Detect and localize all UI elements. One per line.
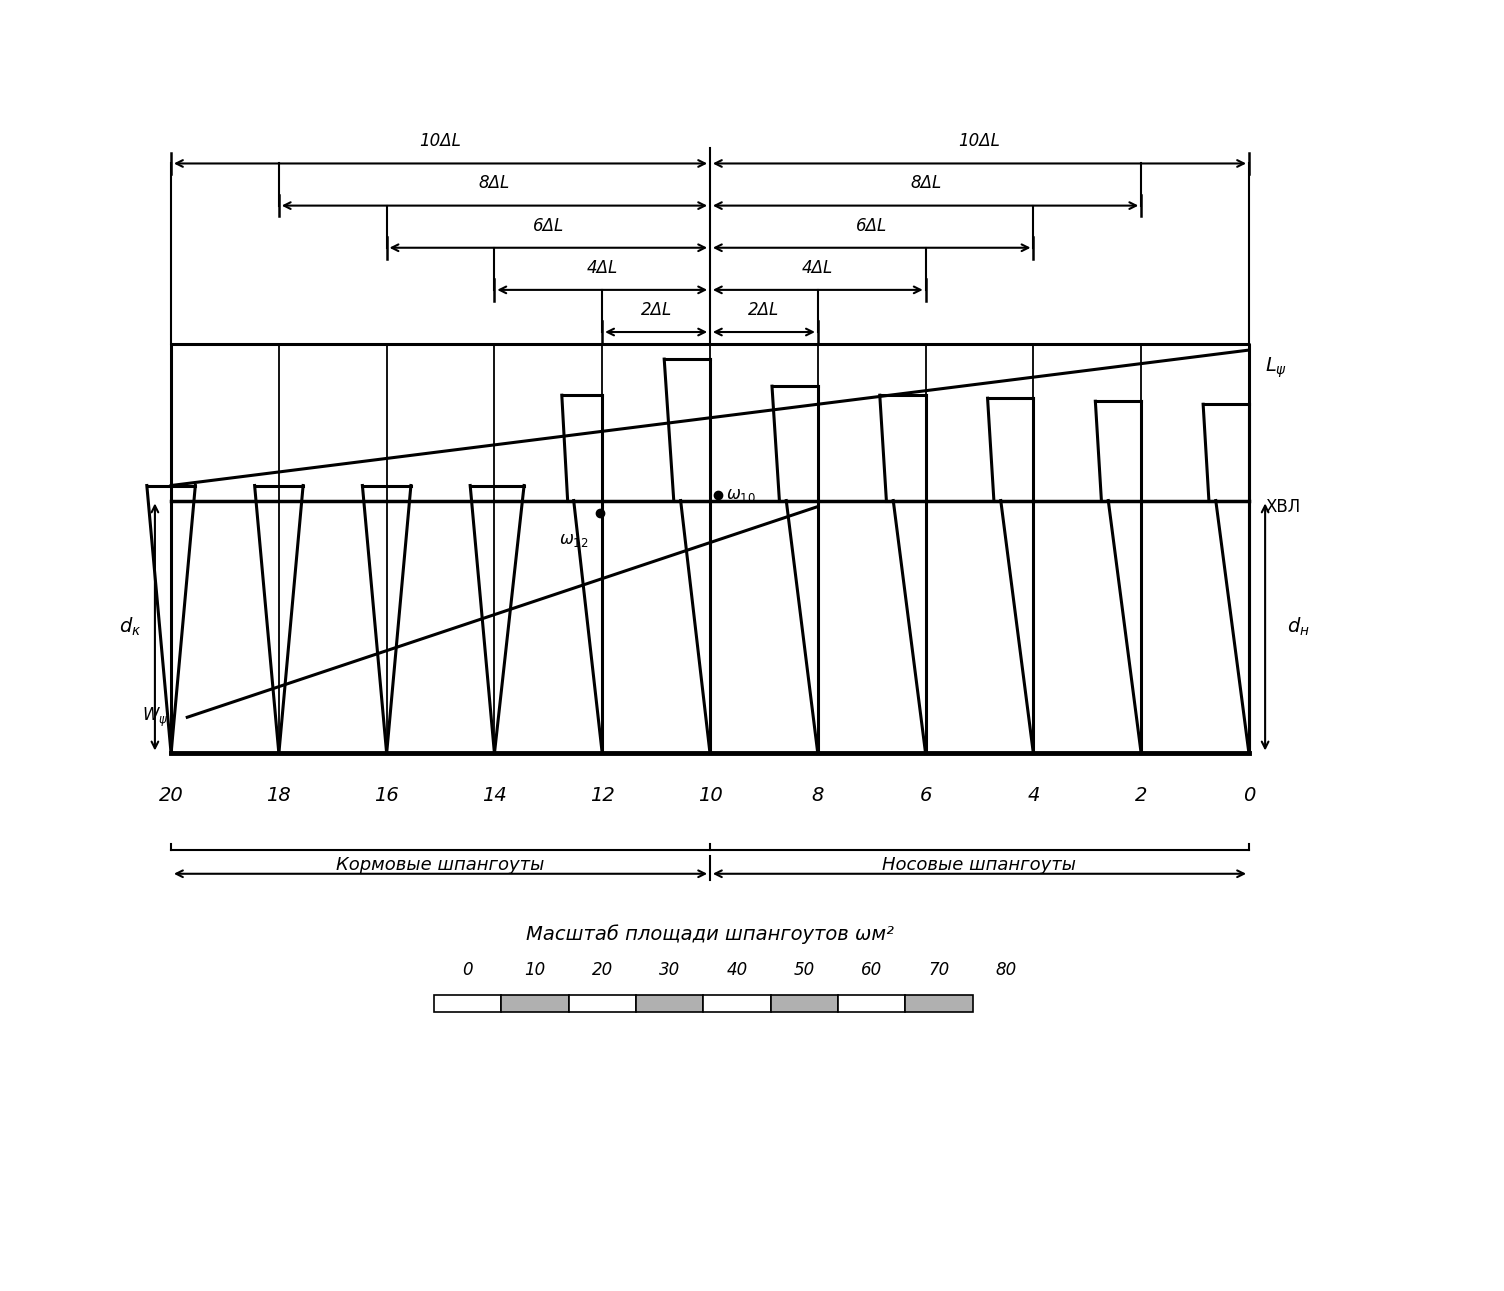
Text: 10: 10 xyxy=(698,786,722,806)
Text: 2ΔL: 2ΔL xyxy=(641,301,672,319)
Text: Масштаб площади шпангоутов ωм²: Масштаб площади шпангоутов ωм² xyxy=(526,924,893,944)
Text: 10ΔL: 10ΔL xyxy=(958,132,1000,150)
Text: $W_\psi$: $W_\psi$ xyxy=(141,706,168,729)
Text: 70: 70 xyxy=(928,961,949,979)
Text: 18: 18 xyxy=(266,786,292,806)
Text: 20: 20 xyxy=(159,786,183,806)
Bar xyxy=(704,995,770,1012)
Text: $d_н$: $d_н$ xyxy=(1286,616,1310,638)
Bar xyxy=(770,995,838,1012)
Text: 10ΔL: 10ΔL xyxy=(420,132,462,150)
Text: 12: 12 xyxy=(590,786,615,806)
Text: 0: 0 xyxy=(462,961,472,979)
Text: Носовые шпангоуты: Носовые шпангоуты xyxy=(883,856,1077,874)
Text: 14: 14 xyxy=(483,786,507,806)
Bar xyxy=(501,995,569,1012)
Text: 6: 6 xyxy=(919,786,932,806)
Text: $\omega_{10}$: $\omega_{10}$ xyxy=(726,485,757,503)
Text: Кормовые шпангоуты: Кормовые шпангоуты xyxy=(337,856,544,874)
Text: 50: 50 xyxy=(794,961,815,979)
Text: $\omega_{12}$: $\omega_{12}$ xyxy=(559,531,588,549)
Text: 30: 30 xyxy=(659,961,680,979)
Text: ХВЛ: ХВЛ xyxy=(1265,497,1301,515)
Text: $L_\psi$: $L_\psi$ xyxy=(1265,356,1287,381)
Text: 8ΔL: 8ΔL xyxy=(478,174,510,192)
Text: $d_\kappa$: $d_\kappa$ xyxy=(119,616,141,638)
Text: 4: 4 xyxy=(1027,786,1039,806)
Text: 20: 20 xyxy=(591,961,612,979)
Text: 80: 80 xyxy=(996,961,1017,979)
Text: 2ΔL: 2ΔL xyxy=(749,301,779,319)
Text: 0: 0 xyxy=(1242,786,1256,806)
Bar xyxy=(838,995,905,1012)
Text: 8: 8 xyxy=(812,786,824,806)
Text: 40: 40 xyxy=(726,961,747,979)
Bar xyxy=(905,995,973,1012)
Bar xyxy=(636,995,704,1012)
Bar xyxy=(569,995,636,1012)
Text: 2: 2 xyxy=(1136,786,1148,806)
Text: 4ΔL: 4ΔL xyxy=(587,258,618,276)
Bar xyxy=(433,995,501,1012)
Text: 4ΔL: 4ΔL xyxy=(802,258,833,276)
Text: 8ΔL: 8ΔL xyxy=(910,174,942,192)
Text: 10: 10 xyxy=(525,961,546,979)
Text: 60: 60 xyxy=(862,961,883,979)
Text: 16: 16 xyxy=(374,786,399,806)
Text: 6ΔL: 6ΔL xyxy=(532,217,564,235)
Text: 6ΔL: 6ΔL xyxy=(856,217,887,235)
